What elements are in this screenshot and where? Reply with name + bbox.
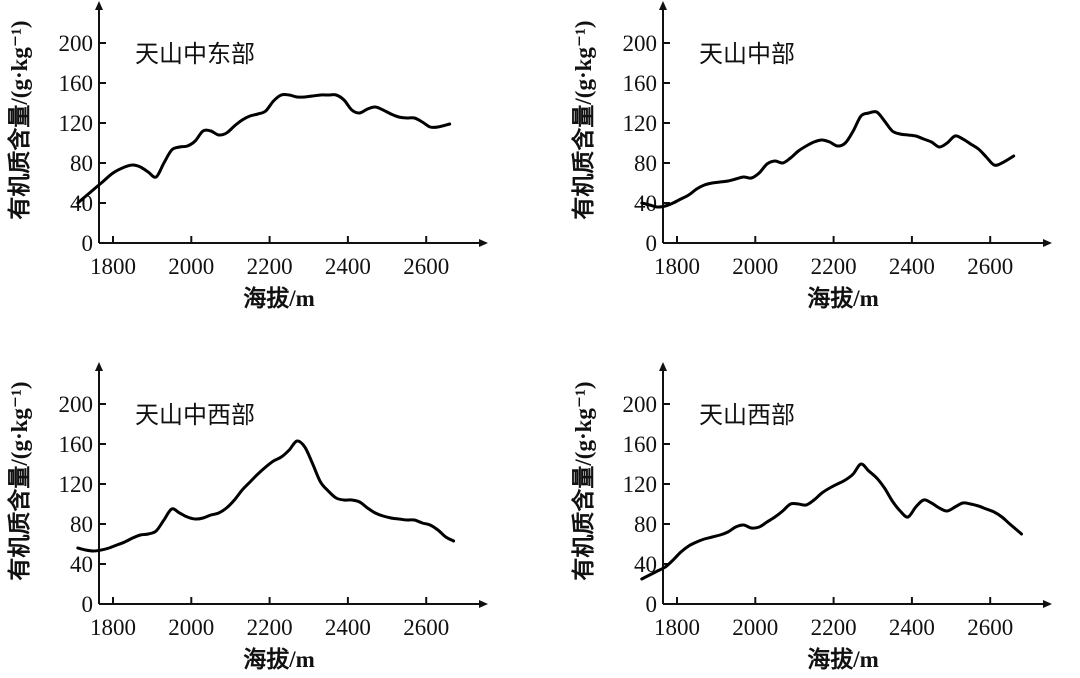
- x-tick-label: 2400: [325, 615, 371, 640]
- y-tick-label: 120: [623, 472, 658, 497]
- y-tick-label: 80: [70, 151, 93, 176]
- x-tick-label: 2600: [403, 615, 449, 640]
- y-tick-label: 200: [59, 392, 94, 417]
- y-axis-label: 有机质含量/(g·kg⁻¹): [6, 20, 32, 219]
- x-tick-label: 2200: [811, 254, 857, 279]
- x-axis-label: 海拔/m: [807, 285, 879, 311]
- y-tick-label: 120: [59, 111, 94, 136]
- y-tick-label: 0: [646, 592, 658, 617]
- x-axis-label: 海拔/m: [243, 285, 315, 311]
- x-tick-label: 2400: [889, 615, 935, 640]
- x-tick-label: 2000: [732, 615, 778, 640]
- x-axis-label: 海拔/m: [807, 646, 879, 672]
- x-tick-label: 2200: [811, 615, 857, 640]
- y-axis-label: 有机质含量/(g·kg⁻¹): [570, 381, 596, 580]
- y-tick-label: 40: [634, 552, 657, 577]
- y-tick-label: 160: [623, 432, 658, 457]
- y-tick-label: 120: [59, 472, 94, 497]
- y-tick-label: 0: [82, 592, 94, 617]
- x-tick-label: 2400: [325, 254, 371, 279]
- x-tick-label: 1800: [654, 615, 700, 640]
- y-tick-label: 120: [623, 111, 658, 136]
- y-axis-label: 有机质含量/(g·kg⁻¹): [6, 381, 32, 580]
- y-tick-label: 200: [59, 31, 94, 56]
- x-tick-label: 2200: [247, 615, 293, 640]
- x-tick-label: 1800: [90, 615, 136, 640]
- y-tick-label: 80: [70, 512, 93, 537]
- chart-panel-3: 0 40 80 120 160 200 1800 2000 2200 2400 2600 海拔/m 有机…: [570, 362, 1052, 672]
- series-line: [76, 92, 452, 205]
- y-tick-label: 80: [634, 512, 657, 537]
- chart-title: 天山中东部: [135, 41, 255, 68]
- series-line: [76, 439, 456, 553]
- x-tick-label: 2600: [403, 254, 449, 279]
- chart-panel-0: 0 40 80 120 160 200 1800 2000 2200 2400 2600 海拔/m 有机…: [6, 1, 488, 311]
- y-tick-label: 200: [623, 392, 658, 417]
- y-tick-label: 0: [646, 231, 658, 256]
- y-tick-label: 160: [59, 432, 94, 457]
- x-tick-label: 2400: [889, 254, 935, 279]
- chart-title: 天山中西部: [135, 402, 255, 429]
- x-tick-label: 2600: [967, 254, 1013, 279]
- chart-title: 天山西部: [699, 402, 795, 429]
- x-axis-label: 海拔/m: [243, 646, 315, 672]
- series-line: [640, 462, 1023, 581]
- chart-title: 天山中部: [699, 41, 795, 68]
- chart-panel-2: 0 40 80 120 160 200 1800 2000 2200 2400 2600 海拔/m 有机…: [6, 362, 488, 672]
- x-tick-label: 2000: [732, 254, 778, 279]
- y-tick-label: 40: [70, 552, 93, 577]
- series-line: [640, 110, 1016, 209]
- x-tick-label: 1800: [90, 254, 136, 279]
- x-tick-label: 1800: [654, 254, 700, 279]
- x-tick-label: 2600: [967, 615, 1013, 640]
- y-tick-label: 200: [623, 31, 658, 56]
- y-tick-label: 160: [623, 71, 658, 96]
- y-tick-label: 160: [59, 71, 94, 96]
- x-tick-label: 2200: [247, 254, 293, 279]
- y-tick-label: 80: [634, 151, 657, 176]
- y-tick-label: 40: [70, 191, 93, 216]
- y-axis-label: 有机质含量/(g·kg⁻¹): [570, 20, 596, 219]
- y-tick-label: 0: [82, 231, 94, 256]
- x-tick-label: 2000: [168, 254, 214, 279]
- x-tick-label: 2000: [168, 615, 214, 640]
